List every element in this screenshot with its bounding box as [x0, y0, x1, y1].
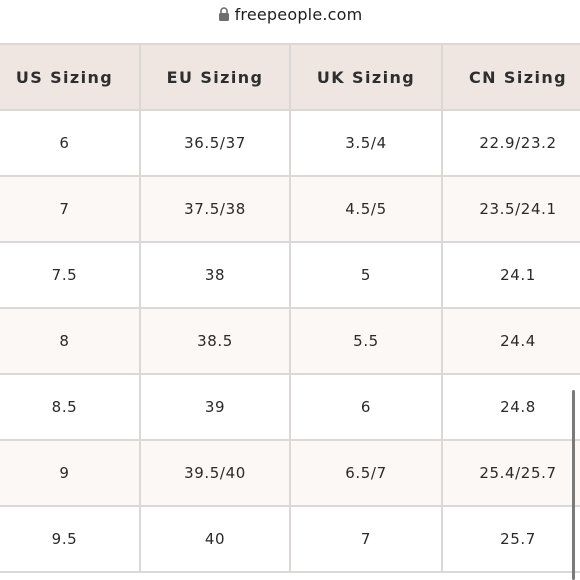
cell-cn: 24.1	[441, 241, 580, 309]
cell-eu: 37.5/38	[139, 175, 291, 243]
cell-uk: 5	[289, 241, 443, 309]
cell-uk: 3.5/4	[289, 109, 443, 177]
cell-uk: 5.5	[289, 307, 443, 375]
cell-us: 9	[0, 439, 141, 507]
cell-cn: 22.9/23.2	[441, 109, 580, 177]
cell-uk: 4.5/5	[289, 175, 443, 243]
table-row: 8.5 39 6 24.8	[0, 373, 580, 441]
cell-cn: 24.8	[441, 373, 580, 441]
scrollbar-thumb[interactable]	[572, 390, 575, 580]
cell-us: 8.5	[0, 373, 141, 441]
header-uk-sizing: UK Sizing	[289, 43, 443, 111]
table-row: 6 36.5/37 3.5/4 22.9/23.2	[0, 109, 580, 177]
cell-eu: 40	[139, 505, 291, 573]
lock-icon	[218, 7, 229, 21]
table-row: 7 37.5/38 4.5/5 23.5/24.1	[0, 175, 580, 243]
browser-address-bar[interactable]: freepeople.com	[0, 0, 580, 32]
cell-us: 9.5	[0, 505, 141, 573]
table-header-row: US Sizing EU Sizing UK Sizing CN Sizing	[0, 43, 580, 111]
cell-eu: 38.5	[139, 307, 291, 375]
header-us-sizing: US Sizing	[0, 43, 141, 111]
size-chart: US Sizing EU Sizing UK Sizing CN Sizing …	[0, 43, 580, 580]
cell-us: 7	[0, 175, 141, 243]
cell-uk: 7	[289, 505, 443, 573]
cell-uk: 6	[289, 373, 443, 441]
table-row: 9.5 40 7 25.7	[0, 505, 580, 573]
table-row: 8 38.5 5.5 24.4	[0, 307, 580, 375]
header-eu-sizing: EU Sizing	[139, 43, 291, 111]
cell-uk: 6.5/7	[289, 439, 443, 507]
cell-us: 6	[0, 109, 141, 177]
cell-eu: 36.5/37	[139, 109, 291, 177]
cell-cn: 24.4	[441, 307, 580, 375]
table-row: 9 39.5/40 6.5/7 25.4/25.7	[0, 439, 580, 507]
cell-eu: 39.5/40	[139, 439, 291, 507]
cell-eu: 38	[139, 241, 291, 309]
cell-cn: 25.7	[441, 505, 580, 573]
address-bar-content: freepeople.com	[218, 5, 363, 24]
cell-us: 8	[0, 307, 141, 375]
cell-eu: 39	[139, 373, 291, 441]
cell-cn: 25.4/25.7	[441, 439, 580, 507]
table-row: 7.5 38 5 24.1	[0, 241, 580, 309]
cell-cn: 23.5/24.1	[441, 175, 580, 243]
header-cn-sizing: CN Sizing	[441, 43, 580, 111]
url-text: freepeople.com	[234, 4, 363, 24]
size-chart-table: US Sizing EU Sizing UK Sizing CN Sizing …	[0, 43, 580, 573]
cell-us: 7.5	[0, 241, 141, 309]
